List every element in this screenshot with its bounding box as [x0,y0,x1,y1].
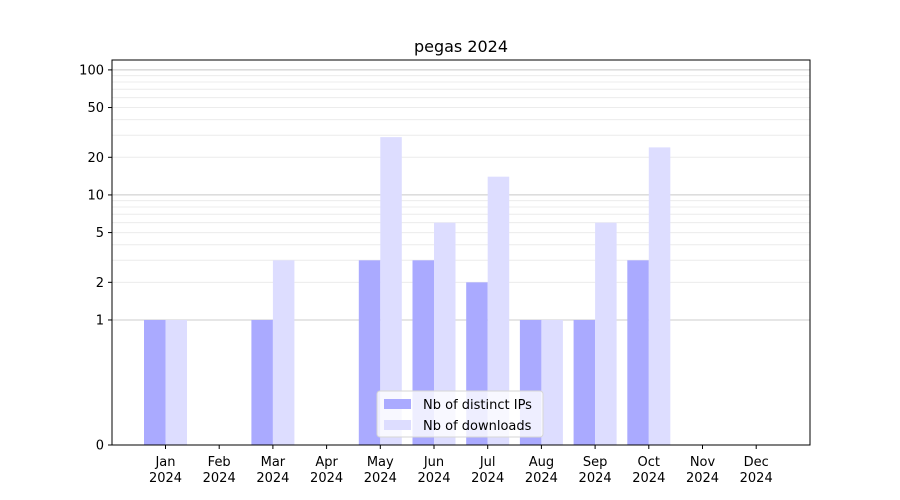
legend-swatch [384,399,411,409]
x-tick-label: Jul 2024 [471,455,504,486]
y-tick-label: 20 [87,151,104,166]
plot-frame [111,59,811,446]
bar-downloads [165,319,187,445]
bar-downloads [541,319,563,445]
x-tick-label: Feb 2024 [203,455,236,486]
x-tick-label: Dec 2024 [740,455,773,486]
x-tick-label: Aug 2024 [525,455,558,486]
legend-label: Nb of downloads [423,419,532,434]
bar-distinct-ips [144,319,166,445]
y-tick-label: 2 [96,276,104,291]
x-tick-label: Jun 2024 [417,455,450,486]
y-tick-label: 0 [96,439,104,454]
bar-downloads [434,222,456,445]
y-axis: 0 1 2 5 10 20 50 100 [79,63,112,454]
bar-distinct-ips [251,319,273,445]
bar-distinct-ips [573,319,596,445]
y-tick-label: 10 [87,188,104,203]
bar-downloads [648,147,671,446]
bar-downloads [595,222,617,445]
bar-downloads [487,176,510,445]
y-tick-label: 1 [96,313,104,328]
bar-downloads [272,260,295,445]
legend-box [376,390,544,438]
x-tick-label: Apr 2024 [310,455,343,486]
bar-downloads [380,137,402,445]
x-tick-label: Nov 2024 [686,455,719,486]
bar-distinct-ips [358,260,381,445]
grid-layer [112,69,810,321]
x-axis: Jan 2024 Feb 2024 Mar 2024 Apr 2024 May 2024 Jun 20… [149,445,773,486]
legend-label: Nb of distinct IPs [423,398,532,413]
bar-distinct-ips [627,260,649,445]
x-tick-label: May 2024 [364,455,397,486]
legend: Nb of distinct IPs Nb of downloads [376,390,544,438]
y-tick-label: 100 [79,63,104,78]
x-tick-label: Oct 2024 [632,455,665,486]
legend-swatch [384,420,411,430]
y-tick-label: 50 [87,101,104,116]
y-tick-label: 5 [96,226,104,241]
x-tick-label: Sep 2024 [579,455,612,486]
chart-title: pegas 2024 [414,37,508,56]
bars-layer [144,137,671,446]
x-tick-label: Mar 2024 [256,455,289,486]
x-tick-label: Jan 2024 [149,455,182,486]
